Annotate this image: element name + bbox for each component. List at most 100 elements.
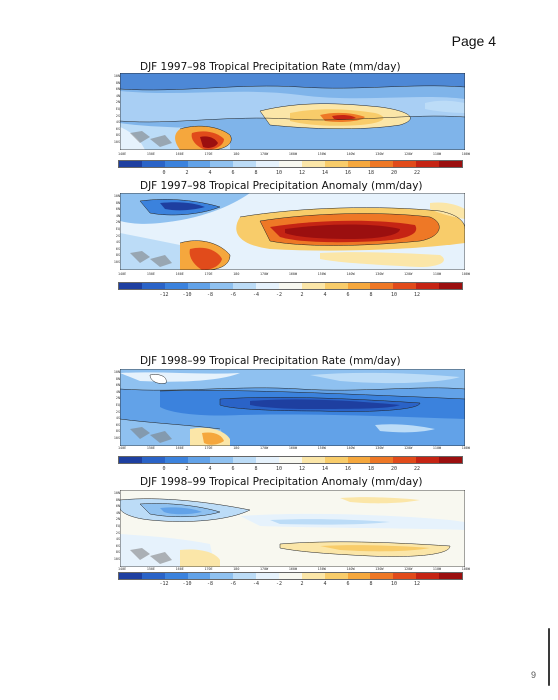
longitude-tick: 130W	[375, 567, 384, 571]
colorbar-segment	[256, 283, 280, 289]
figure-title: DJF 1997–98 Tropical Precipitation Anoma…	[140, 180, 423, 192]
longitude-tick: 100W	[461, 446, 470, 450]
colorbar-segment	[256, 457, 280, 463]
precipitation-map	[120, 369, 465, 446]
latitude-tick: 10S	[113, 259, 120, 264]
page-header: Page 4	[451, 33, 496, 49]
longitude-tick: 110W	[432, 567, 442, 571]
colorbar-tick: -4	[252, 581, 260, 587]
colorbar-segment	[301, 283, 325, 289]
colorbar-segment	[416, 283, 440, 289]
colorbar-segment	[279, 573, 302, 579]
colorbar-tick: 20	[390, 466, 398, 472]
latitude-tick: EQ	[115, 523, 120, 528]
longitude-tick: 120W	[404, 567, 413, 571]
longitude-tick: 160W	[288, 567, 297, 571]
latitude-tick: 8S	[115, 133, 120, 138]
colorbar-tick: -12	[159, 292, 169, 298]
colorbar-segment	[393, 161, 417, 167]
longitude-tick: 110W	[432, 272, 442, 276]
colorbar-segment	[347, 573, 371, 579]
colorbar-segment	[233, 457, 257, 463]
colorbar-tick: 4	[323, 581, 327, 587]
latitude-tick: 8S	[115, 253, 120, 258]
latitude-tick: EQ	[115, 226, 120, 231]
colorbar-tick: 4	[208, 466, 212, 472]
longitude-tick: 160E	[175, 272, 184, 276]
longitude-tick: 140W	[346, 446, 355, 450]
longitude-tick: 110W	[432, 152, 442, 156]
longitude-tick: 120W	[404, 446, 413, 450]
longitude-tick: 140E	[118, 152, 127, 156]
longitude-tick: 130W	[375, 272, 384, 276]
colorbar-segment	[324, 161, 348, 167]
scrollbar[interactable]	[548, 628, 550, 686]
latitude-tick: 4S	[115, 120, 120, 125]
longitude-tick: 150E	[146, 567, 155, 571]
colorbar-segment	[393, 283, 417, 289]
colorbar-tick: 16	[344, 170, 352, 176]
colorbar-segment	[141, 573, 165, 579]
colorbar-segment	[233, 161, 257, 167]
longitude-tick: 120W	[404, 152, 413, 156]
colorbar-tick: 12	[413, 581, 421, 587]
latitude-labels: 10N 8N 6N 4N 2N EQ 2S 4S 6S 8S 10S	[106, 73, 120, 146]
latitude-tick: 4N	[115, 213, 120, 218]
latitude-tick: 6S	[115, 246, 120, 251]
latitude-tick: EQ	[115, 402, 120, 407]
colorbar-tick: 2	[185, 170, 189, 176]
longitude-tick: 160E	[175, 152, 184, 156]
colorbar-tick: 14	[321, 466, 329, 472]
latitude-tick: 10N	[113, 491, 120, 495]
longitude-tick: 120W	[404, 272, 413, 276]
colorbar-segment	[370, 283, 394, 289]
colorbar-segment	[416, 573, 440, 579]
longitude-labels: 140E 150E 160E 170E 180 170W 160W 150W 140W 130W 1…	[118, 567, 470, 571]
latitude-tick: 10N	[113, 194, 120, 198]
longitude-tick: 170W	[260, 446, 269, 450]
colorbar-segment	[439, 161, 462, 167]
latitude-tick: EQ	[115, 106, 120, 111]
colorbar-segment	[256, 161, 280, 167]
longitude-tick: 170W	[260, 272, 269, 276]
longitude-tick: 150E	[146, 446, 155, 450]
colorbar-segment	[119, 457, 142, 463]
longitude-tick: 170E	[204, 152, 213, 156]
colorbar-segment	[416, 457, 440, 463]
colorbar-tick: 4	[323, 292, 327, 298]
colorbar-tick: 12	[298, 466, 306, 472]
colorbar-tick: -6	[229, 292, 237, 298]
colorbar-tick: 10	[390, 292, 398, 298]
colorbar-tick: -4	[252, 292, 260, 298]
latitude-tick: 8S	[115, 550, 120, 555]
colorbar-tick: 18	[367, 170, 375, 176]
longitude-tick: 100W	[461, 272, 470, 276]
longitude-tick: 170E	[204, 446, 213, 450]
colorbar-segment	[370, 161, 394, 167]
longitude-tick: 100W	[461, 567, 470, 571]
colorbar-segment	[187, 573, 211, 579]
latitude-tick: 8N	[115, 80, 120, 85]
latitude-tick: 2S	[115, 530, 120, 535]
colorbar-segment	[370, 573, 394, 579]
longitude-tick: 160W	[288, 272, 297, 276]
colorbar-segment	[301, 161, 325, 167]
latitude-tick: 4S	[115, 537, 120, 542]
colorbar	[118, 160, 463, 168]
colorbar-tick: 0	[162, 170, 166, 176]
longitude-tick: 130W	[375, 446, 384, 450]
colorbar-labels: 0 2 4 6 8 10 12 14 16 18 20 22	[118, 170, 463, 178]
page-number: 9	[530, 670, 536, 680]
colorbar-segment	[210, 573, 234, 579]
colorbar-tick: 8	[369, 292, 373, 298]
colorbar-tick: 8	[254, 170, 258, 176]
precipitation-map	[120, 73, 465, 150]
colorbar-tick: 12	[298, 170, 306, 176]
latitude-tick: 8N	[115, 200, 120, 205]
colorbar	[118, 456, 463, 464]
colorbar-segment	[187, 161, 211, 167]
colorbar-segment	[416, 161, 440, 167]
latitude-tick: 10N	[113, 74, 120, 78]
colorbar-tick: 2	[300, 581, 304, 587]
colorbar-tick: -6	[229, 581, 237, 587]
